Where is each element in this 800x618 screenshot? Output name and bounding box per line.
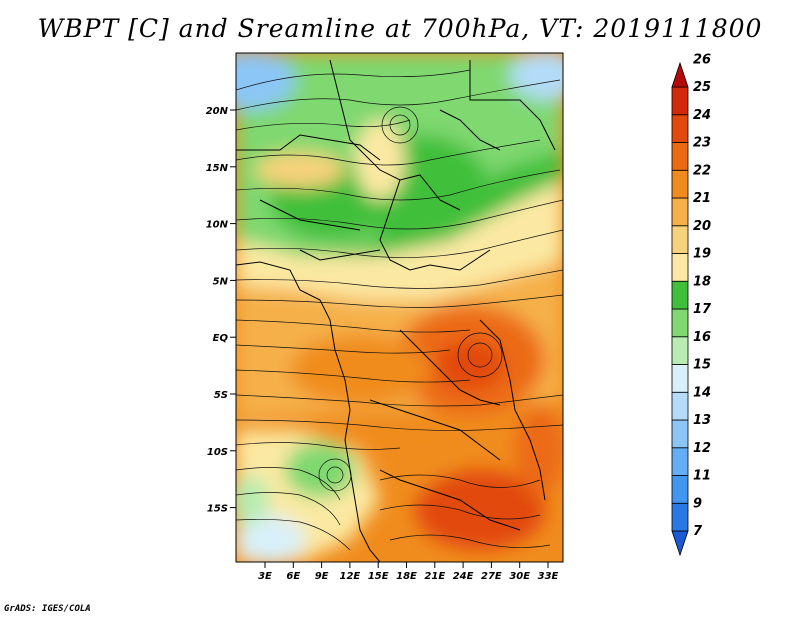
colorbar-swatch	[671, 61, 689, 88]
colorbar-label: 25	[693, 80, 711, 95]
colorbar-swatch	[671, 142, 689, 171]
longitude-label: 33E	[538, 571, 559, 582]
latitude-label: 20N	[206, 106, 229, 117]
latitude-label: 15N	[206, 163, 229, 174]
colorbar-swatch	[671, 197, 689, 227]
colorbar-label: 16	[693, 330, 711, 345]
longitude-label: 3E	[258, 571, 272, 582]
colorbar-label: 20	[693, 219, 711, 234]
map-frame	[235, 52, 564, 563]
latitude-label: 10N	[206, 220, 229, 231]
longitude-label: 12E	[340, 571, 361, 582]
map-panel	[236, 53, 563, 562]
colorbar-swatch	[671, 391, 689, 421]
longitude-label: 24E	[453, 571, 474, 582]
colorbar-label: 14	[693, 385, 711, 400]
colorbar-swatch	[671, 280, 689, 310]
latitude-label: 10S	[207, 447, 228, 458]
longitude-label: 21E	[424, 571, 445, 582]
colorbar-label: 12	[693, 441, 711, 456]
longitude-label: 27E	[481, 571, 502, 582]
colorbar-swatch	[671, 169, 689, 199]
longitude-label: 18E	[396, 571, 417, 582]
colorbar-swatch	[671, 308, 689, 338]
colorbar-swatch	[671, 419, 689, 449]
chart-title: WBPT [C] and Sreamline at 700hPa, VT: 20…	[37, 14, 763, 43]
streamlines	[236, 69, 563, 551]
colorbar-label: 21	[693, 191, 711, 206]
colorbar-swatch	[671, 253, 689, 282]
colorbar-label: 23	[693, 136, 711, 151]
colorbar-label: 9	[693, 496, 702, 511]
colorbar-label: 7	[693, 524, 703, 539]
colorbar-label: 19	[693, 247, 711, 262]
colorbar-label: 17	[693, 302, 712, 317]
colorbar-swatch	[671, 530, 689, 557]
longitude-axis: 3E 6E 9E 12E 15E 18E 21E 24E 27E 30E 33E	[258, 562, 559, 582]
colorbar-label: 13	[693, 413, 711, 428]
country-borders	[236, 59, 556, 562]
colorbar-label: 18	[693, 274, 711, 289]
colorbar-label: 22	[693, 163, 711, 178]
colorbar-label: 26	[693, 52, 711, 67]
colorbar-swatch	[671, 502, 689, 532]
colorbar-legend: 7 9 11 12 13 14 15 16 17 18 19 20 21 22 23 24 25 26	[671, 52, 712, 557]
colorbar-swatch	[671, 114, 689, 143]
colorbar-swatch	[671, 86, 689, 116]
colorbar-label: 11	[693, 469, 711, 484]
longitude-label: 6E	[286, 571, 300, 582]
latitude-label: 5N	[213, 276, 229, 287]
longitude-label: 30E	[509, 571, 530, 582]
longitude-label: 9E	[315, 571, 329, 582]
longitude-label: 15E	[368, 571, 389, 582]
colorbar-label: 15	[693, 358, 711, 373]
latitude-label: 15S	[207, 504, 228, 515]
footer-credit: GrADS: IGES/COLA	[4, 604, 91, 614]
colorbar-swatch	[671, 336, 689, 365]
colorbar-label: 24	[693, 108, 711, 123]
latitude-label: EQ	[213, 333, 229, 344]
colorbar-swatch	[671, 475, 689, 504]
wbpt-shading	[236, 53, 563, 562]
colorbar-swatch	[671, 225, 689, 254]
colorbar-swatch	[671, 364, 689, 393]
latitude-label: 5S	[214, 390, 228, 401]
latitude-axis: 20N 15N 10N 5N EQ 5S 10S 15S	[206, 106, 236, 515]
colorbar-swatch	[671, 447, 689, 476]
